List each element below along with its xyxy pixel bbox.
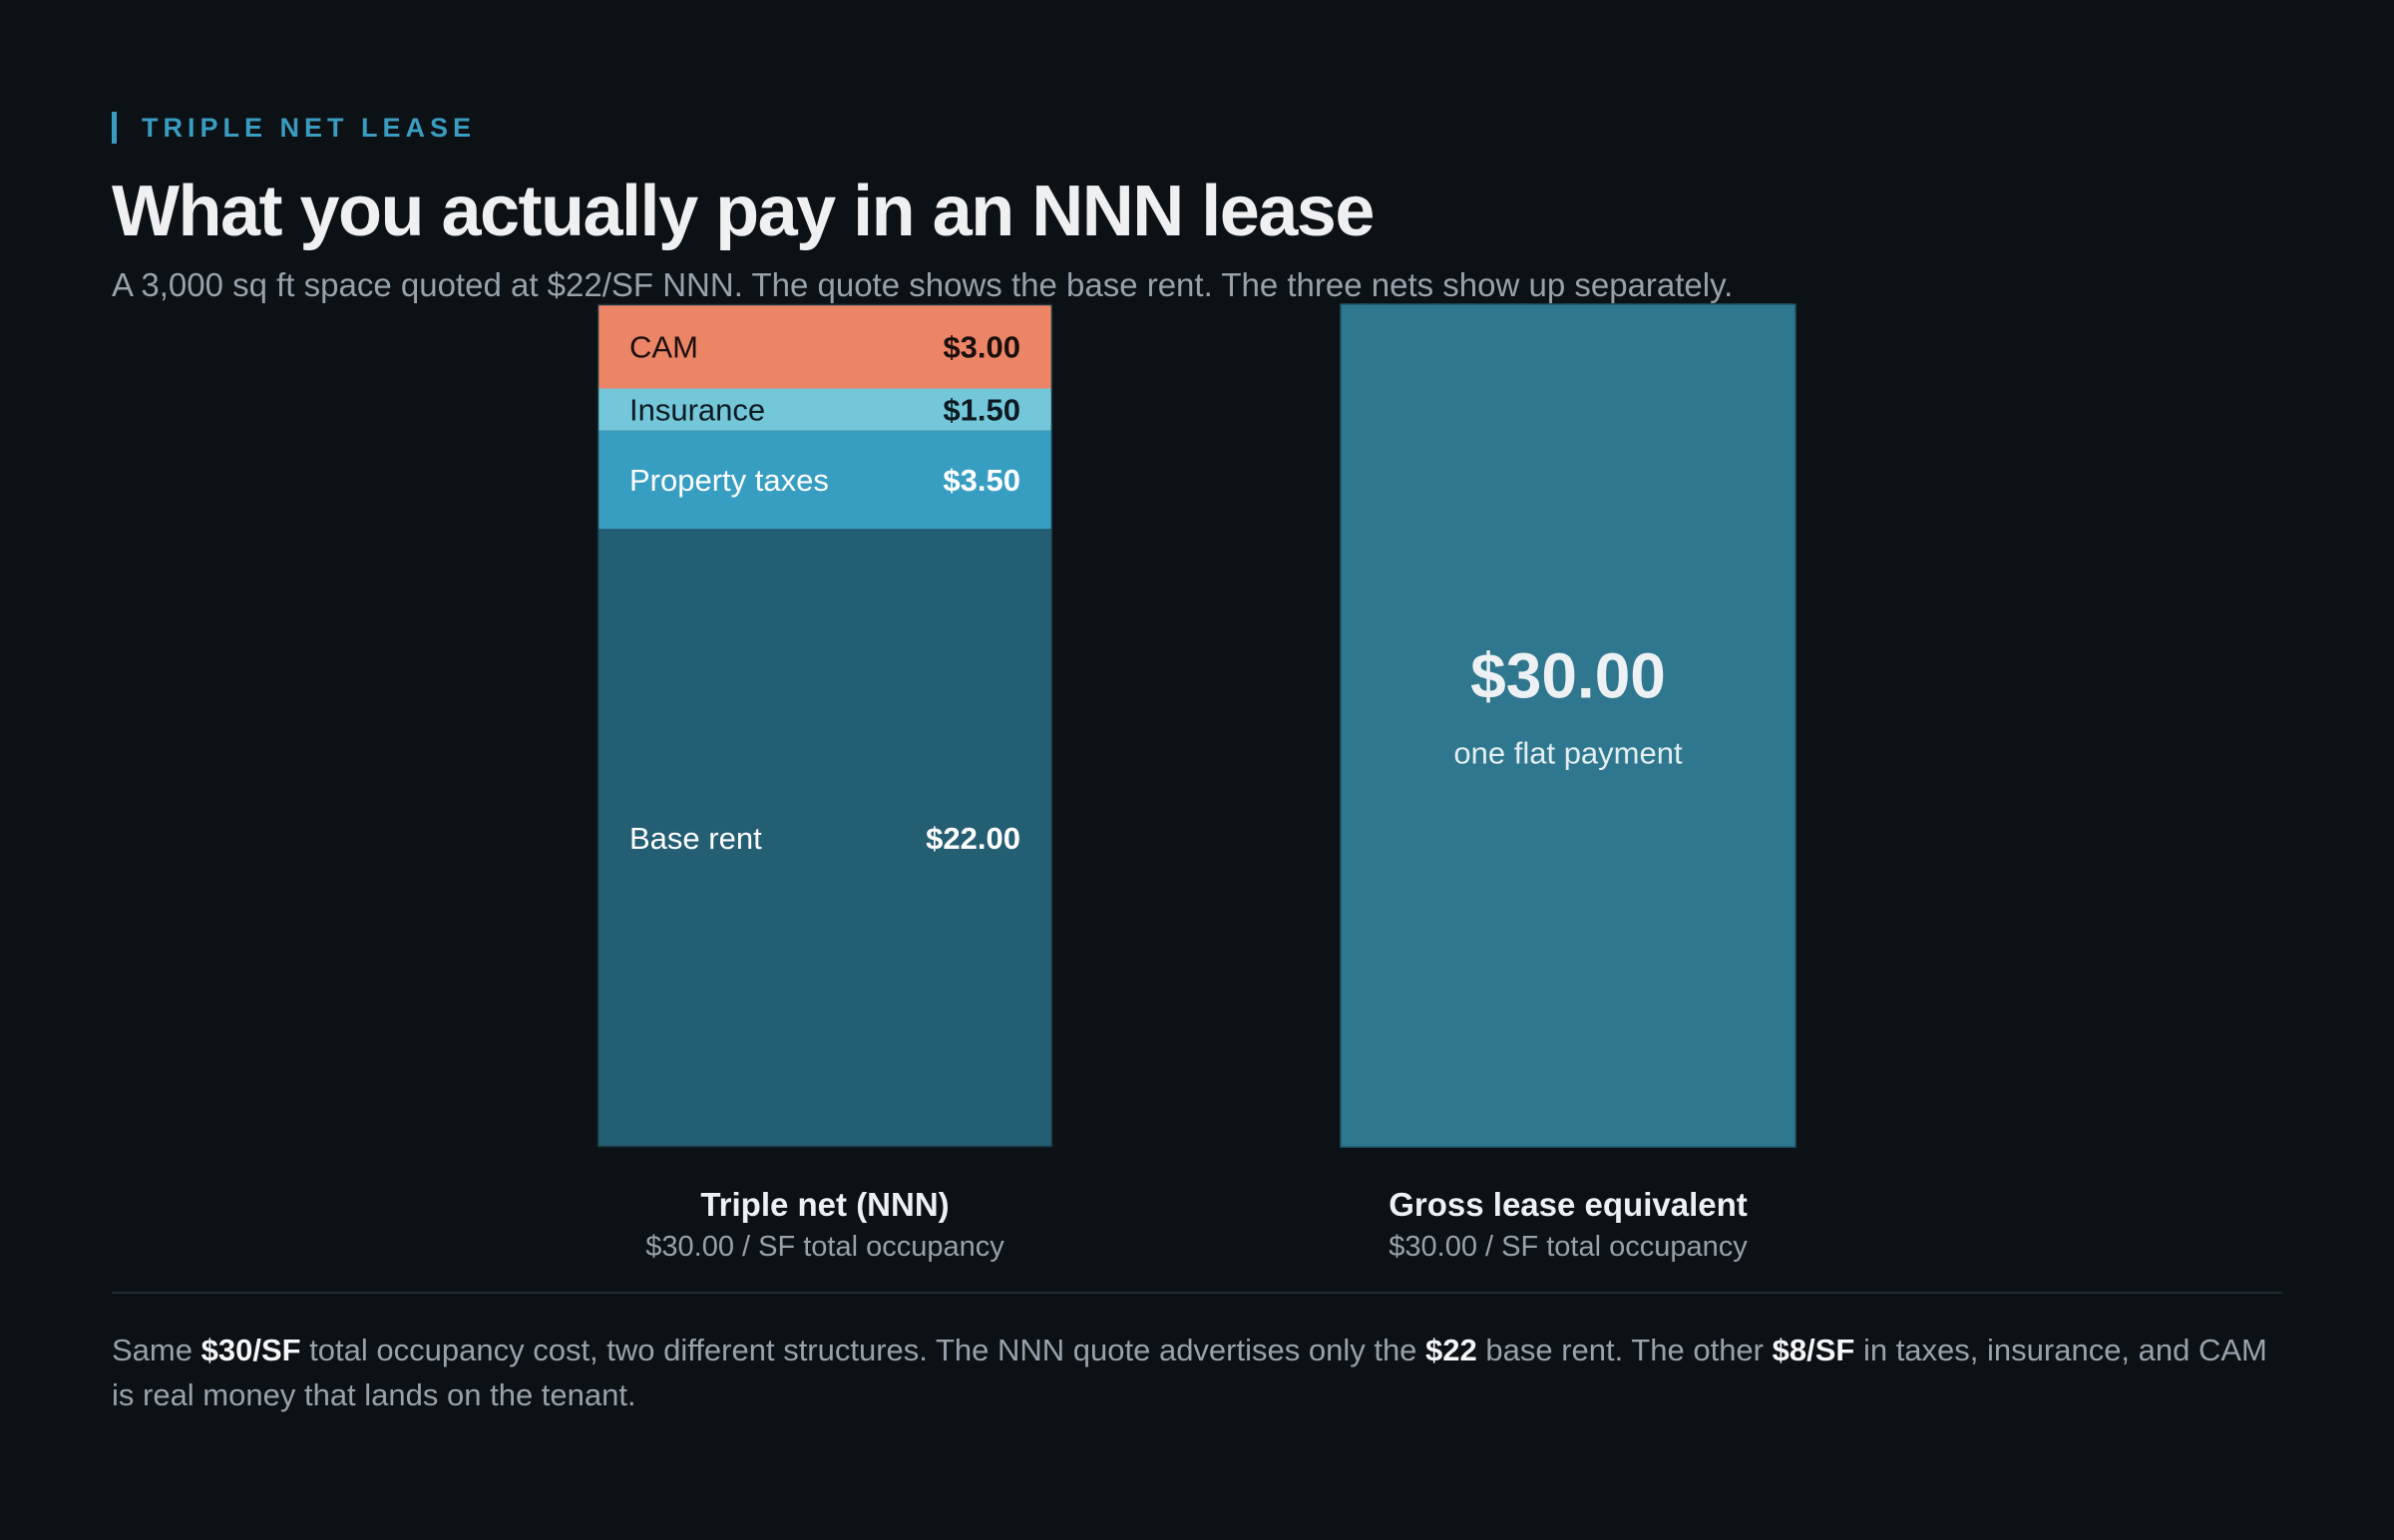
page-subtitle: A 3,000 sq ft space quoted at $22/SF NNN… [112,266,1734,303]
eyebrow: TRIPLE NET LEASE [112,112,476,144]
divider [112,1292,2282,1294]
category-subtitle-gross-lease-equivalent: $30.00 / SF total occupancy [1389,1231,1748,1263]
segment-value-insurance: $1.50 [943,393,1020,428]
page-title: What you actually pay in an NNN lease [112,172,1375,251]
bar-segment-base-rent [598,529,1052,1147]
segment-value-property-taxes: $3.50 [943,463,1020,498]
eyebrow-accent-bar [112,112,117,144]
footnote-highlight-total: $30/SF [200,1333,301,1367]
segment-label-property-taxes: Property taxes [629,463,829,498]
bar-segment-insurance [598,388,1052,431]
nnn-bar-outline [597,303,1053,1148]
eyebrow-label: TRIPLE NET LEASE [142,113,477,143]
bar-segment-property-taxes [598,430,1052,530]
bar-gross-lease [1340,303,1796,1148]
footnote: Same $30/SF total occupancy cost, two di… [112,1328,2286,1417]
footnote-highlight-base: $22 [1425,1333,1477,1367]
segment-label-insurance: Insurance [629,393,765,428]
category-label-gross-lease-equivalent: Gross lease equivalent [1389,1186,1748,1223]
category-label-triple-net-nnn: Triple net (NNN) [700,1186,949,1223]
bar-segment-cam [598,304,1052,389]
footnote-text-3: base rent. The other [1476,1333,1773,1367]
gross-sublabel: one flat payment [1453,736,1683,771]
segment-label-cam: CAM [629,329,698,364]
footnote-text-1: Same [112,1333,201,1367]
segment-value-base-rent: $22.00 [926,821,1020,856]
lease-comparison-chart: Base rent $22.00 Property taxes $3.50 Insura… [597,303,1796,1263]
footnote-text-4: in taxes, insurance, and CAM is real mon… [112,1333,2267,1412]
segment-value-cam: $3.00 [943,329,1020,364]
gross-value-label: $30.00 [1470,640,1666,712]
category-subtitle-triple-net-nnn: $30.00 / SF total occupancy [645,1231,1004,1263]
footnote-highlight-nets: $8/SF [1772,1333,1855,1367]
segment-label-base-rent: Base rent [629,821,762,856]
footnote-text-2: total occupancy cost, two different stru… [300,1333,1426,1367]
